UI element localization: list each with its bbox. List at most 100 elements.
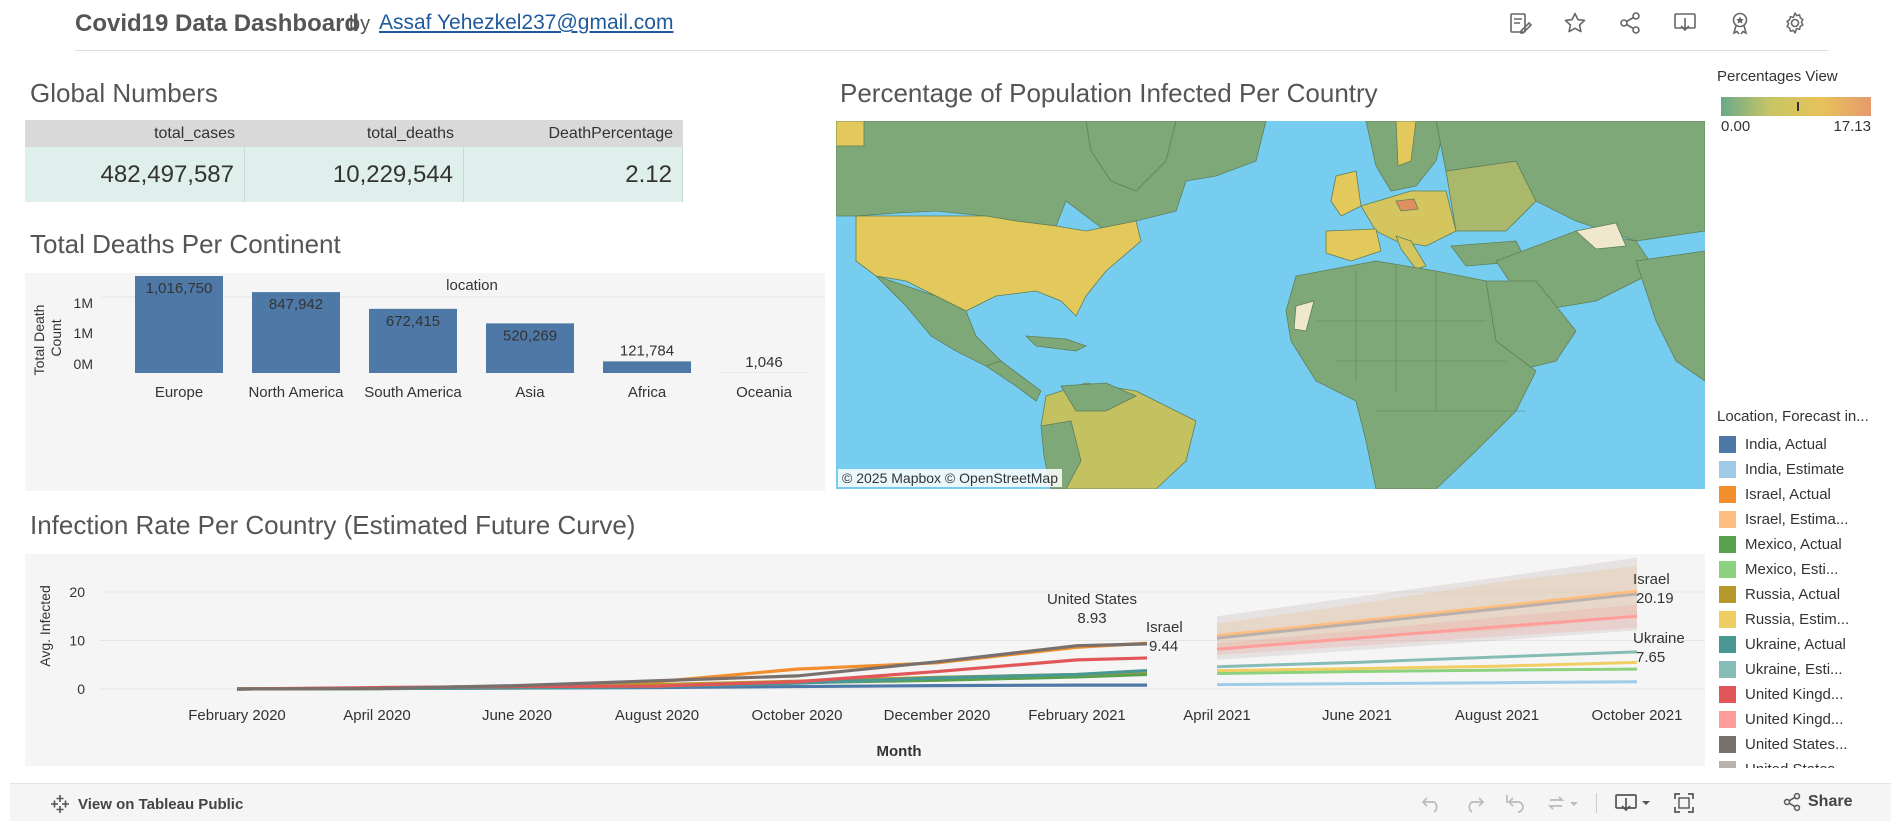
share-icon [1783, 792, 1801, 812]
series-line[interactable] [1216, 680, 1638, 687]
bar-y-tick-label: 1M [74, 325, 93, 341]
series-line[interactable] [1216, 660, 1638, 673]
legend-item[interactable]: Mexico, Actual [1719, 532, 1891, 557]
legend-item[interactable]: United Kingd... [1719, 682, 1891, 707]
table-row[interactable]: 482,497,587 10,229,544 2.12 [25, 147, 683, 202]
deaths-bar-chart[interactable]: location Total Death Count 1M 1M 0M 1,016,… [25, 273, 825, 491]
bar[interactable] [252, 292, 340, 373]
forecast-band [1217, 604, 1637, 656]
header-toolbar [1508, 10, 1807, 36]
bar-category-label: Asia [515, 384, 545, 401]
legend-label: Mexico, Actual [1745, 536, 1842, 553]
legend-item[interactable]: Israel, Estima... [1719, 507, 1891, 532]
infection-map[interactable]: © 2025 Mapbox © OpenStreetMap [836, 121, 1705, 489]
world-map-shapes [836, 121, 1705, 489]
series-line[interactable] [1216, 614, 1638, 651]
global-numbers-title: Global Numbers [30, 78, 218, 108]
bar[interactable] [603, 361, 691, 373]
legend-item[interactable]: Russia, Actual [1719, 582, 1891, 607]
legend-swatch [1719, 536, 1736, 553]
infection-line-chart[interactable]: Avg. Infected Month United States 8.93 Isr… [25, 554, 1705, 766]
series-line[interactable] [236, 642, 1148, 691]
map-region-iberia [1325, 228, 1382, 262]
bar-y-axis-title-line: Count [48, 319, 64, 356]
column-header: total_cases [154, 125, 235, 142]
series-line[interactable] [1216, 592, 1638, 640]
map-region-africa [1285, 260, 1537, 489]
line-annotation-value: 20.19 [1636, 590, 1674, 607]
share-button[interactable]: Share [1782, 792, 1852, 812]
line-y-tick-label: 0 [77, 681, 85, 697]
download-menu-icon[interactable] [1614, 792, 1654, 814]
legend-label: India, Estimate [1745, 461, 1845, 478]
legend-label: United States... [1745, 736, 1848, 753]
line-annotation-name: Israel [1146, 619, 1183, 636]
legend-swatch [1719, 486, 1736, 503]
legend-swatch [1719, 561, 1736, 578]
legend-item[interactable]: Mexico, Esti... [1719, 557, 1891, 582]
author-prefix: by [349, 13, 371, 35]
edit-icon[interactable] [1508, 10, 1532, 36]
map-region-turkmenistan [1575, 222, 1627, 250]
legend-item[interactable]: Ukraine, Actual [1719, 632, 1891, 657]
star-icon[interactable] [1563, 10, 1587, 36]
legend-swatch [1719, 761, 1736, 768]
settings-icon[interactable] [1783, 10, 1807, 36]
line-x-tick-label: October 2021 [1592, 707, 1683, 724]
refresh-icon[interactable] [1546, 792, 1580, 814]
header-divider [75, 50, 1828, 51]
deaths-bar-chart-panel[interactable]: location Total Death Count 1M 1M 0M 1,016,… [25, 273, 825, 491]
percentages-color-scale[interactable] [1721, 97, 1871, 116]
legend-swatch [1719, 611, 1736, 628]
dashboard-title: Covid19 Data Dashboard [75, 10, 360, 37]
line-x-tick-label: June 2021 [1322, 707, 1392, 724]
download-icon[interactable] [1673, 10, 1697, 36]
map-attribution[interactable]: © 2025 Mapbox © OpenStreetMap [838, 469, 1062, 487]
legend-item[interactable]: United States... [1719, 732, 1891, 757]
legend-item[interactable]: United States... [1719, 757, 1891, 768]
line-x-tick-label: August 2020 [615, 707, 699, 724]
infection-line-chart-panel[interactable]: Avg. Infected Month United States 8.93 Isr… [25, 554, 1705, 766]
fullscreen-icon[interactable] [1672, 792, 1696, 814]
color-scale-marker [1797, 102, 1799, 111]
series-line[interactable] [1216, 650, 1638, 669]
view-on-tableau-link[interactable]: View on Tableau Public [50, 794, 243, 814]
legend-item[interactable]: Russia, Estim... [1719, 607, 1891, 632]
bar-value-label: 672,415 [386, 313, 440, 330]
legend-label: Ukraine, Actual [1745, 636, 1846, 653]
global-numbers-table[interactable]: total_cases total_deaths DeathPercentage… [25, 120, 683, 202]
series-legend[interactable]: India, Actual India, Estimate Israel, Actu… [1719, 432, 1891, 768]
line-annotation-value: 8.93 [1077, 610, 1106, 627]
share-icon[interactable] [1618, 10, 1642, 36]
map-region-alaska [836, 121, 865, 147]
redo-icon[interactable] [1462, 792, 1486, 814]
map-region-uk [1330, 170, 1362, 217]
line-annotation-name: Israel [1633, 571, 1670, 588]
infection-rate-title: Infection Rate Per Country (Estimated Fu… [30, 510, 636, 540]
series-line[interactable] [1216, 589, 1638, 638]
line-annotation-name: United States [1047, 591, 1137, 608]
map-region-canada [836, 121, 1267, 232]
table-cell: 10,229,544 [245, 147, 464, 202]
bar[interactable] [369, 308, 457, 373]
legend-swatch [1719, 511, 1736, 528]
legend-swatch [1719, 586, 1736, 603]
legend-item[interactable]: India, Actual [1719, 432, 1891, 457]
legend-item[interactable]: United Kingd... [1719, 707, 1891, 732]
bar-category-label: South America [364, 384, 462, 401]
series-line[interactable] [1216, 667, 1638, 675]
author-link[interactable]: Assaf Yehezkel237@gmail.com [379, 11, 674, 34]
bar-value-label: 121,784 [620, 342, 674, 359]
undo-icon[interactable] [1420, 792, 1444, 814]
legend-swatch [1719, 661, 1736, 678]
bar-value-label: 1,046 [745, 354, 783, 371]
legend-item[interactable]: Israel, Actual [1719, 482, 1891, 507]
map-region-greenland [1085, 121, 1177, 192]
bar[interactable] [135, 276, 223, 373]
legend-item[interactable]: Ukraine, Esti... [1719, 657, 1891, 682]
award-icon[interactable] [1728, 10, 1752, 36]
revert-icon[interactable] [1504, 792, 1528, 814]
bar[interactable] [486, 323, 574, 373]
legend-item[interactable]: India, Estimate [1719, 457, 1891, 482]
bar-y-tick-label: 1M [74, 295, 93, 311]
